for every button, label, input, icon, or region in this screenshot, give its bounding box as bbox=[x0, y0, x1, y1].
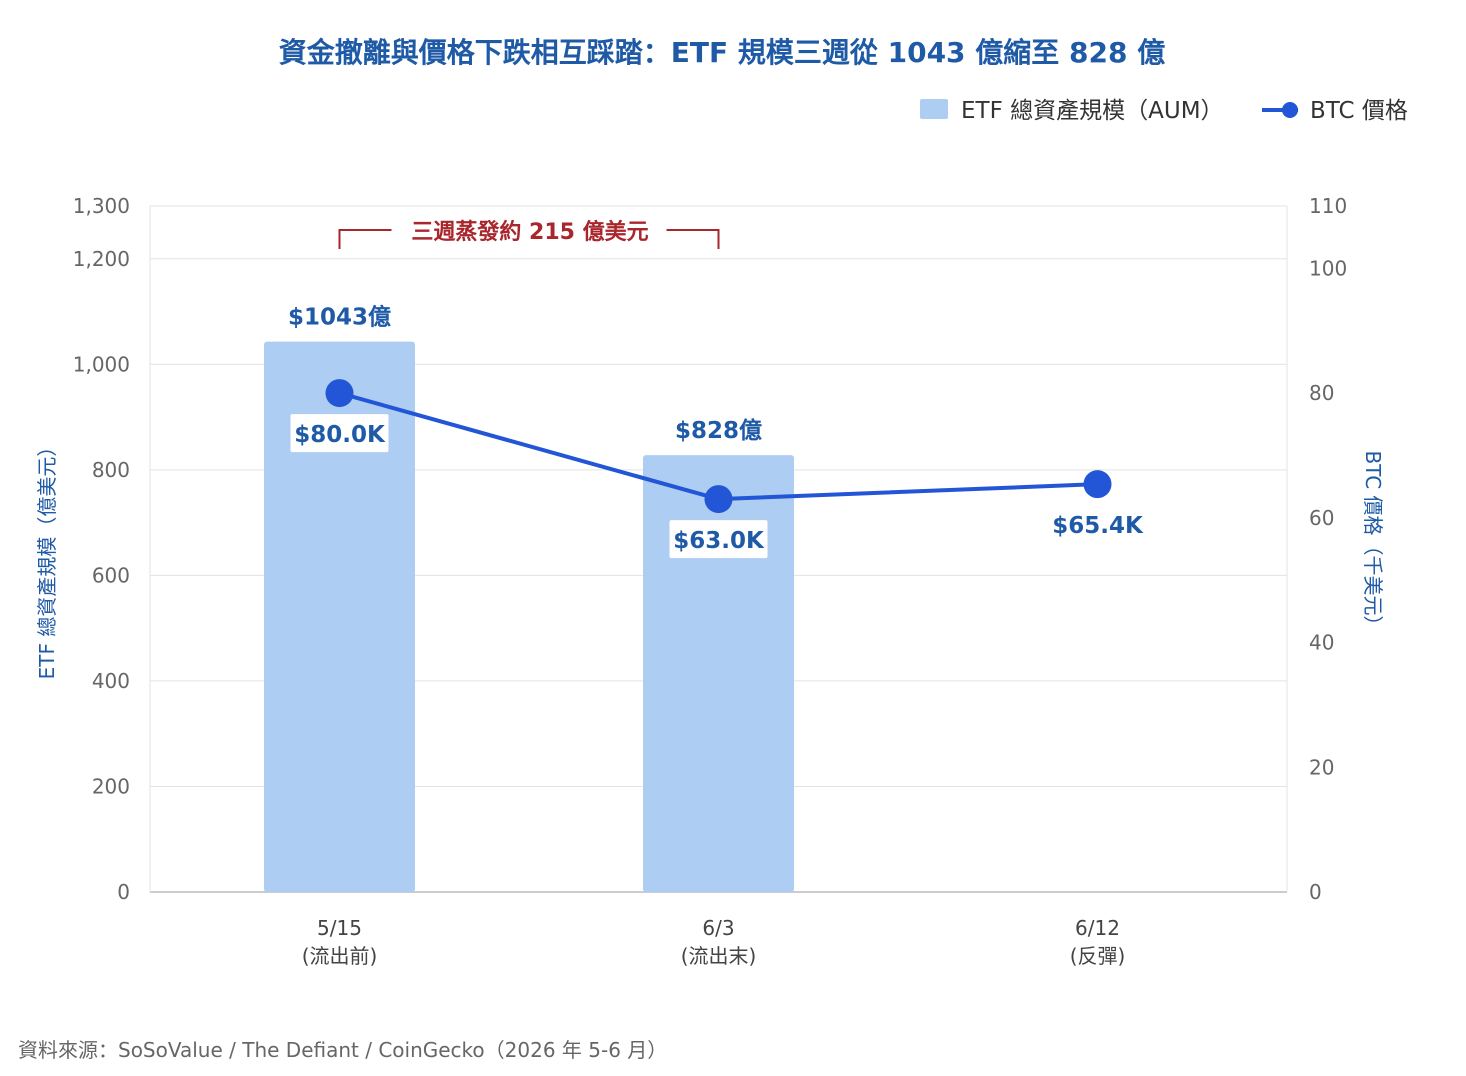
annotation-text: 三週蒸發約 215 億美元 bbox=[411, 219, 648, 245]
btc-point-label: $65.4K bbox=[1052, 513, 1144, 539]
annotation-bracket-line bbox=[338, 229, 720, 249]
legend-label-etf-aum: ETF 總資產規模（AUM） bbox=[961, 98, 1224, 124]
bar-value-label: $1043億 bbox=[288, 304, 391, 331]
x-category-label: (流出前) bbox=[302, 944, 378, 968]
y-axis-right-ticks: 0 20 40 60 80 100 110 bbox=[1309, 194, 1347, 904]
legend-marker-btc bbox=[1282, 102, 1298, 118]
x-category-label: 6/3 bbox=[702, 916, 734, 940]
btc-point-label: $80.0K bbox=[294, 422, 386, 448]
x-axis-labels: 5/15 (流出前) 6/3 (流出末) 6/12 (反彈) bbox=[302, 916, 1126, 968]
y-right-tick-label: 80 bbox=[1309, 381, 1334, 405]
y-left-tick-label: 1,300 bbox=[73, 194, 130, 218]
x-category-label: (流出末) bbox=[681, 944, 757, 968]
y-left-tick-label: 800 bbox=[92, 458, 130, 482]
x-category-label: 6/12 bbox=[1075, 916, 1120, 940]
point-label-bg bbox=[669, 520, 768, 559]
y-right-tick-label: 20 bbox=[1309, 755, 1334, 779]
btc-point bbox=[1083, 470, 1112, 499]
bar-series-etf-aum bbox=[264, 341, 794, 892]
chart-title: 資金撤離與價格下跌相互踩踏：ETF 規模三週從 1043 億縮至 828 億 bbox=[279, 36, 1165, 69]
bar bbox=[643, 455, 794, 892]
y-right-tick-label: 60 bbox=[1309, 506, 1334, 530]
bar-labels: $1043億 $828億 bbox=[288, 304, 762, 444]
y-axis-left-title: ETF 總資產規模（億美元） bbox=[35, 437, 59, 680]
y-right-tick-label: 110 bbox=[1309, 194, 1347, 218]
legend-label-btc: BTC 價格 bbox=[1310, 98, 1408, 124]
y-left-tick-label: 1,200 bbox=[73, 247, 130, 271]
y-left-tick-label: 400 bbox=[92, 669, 130, 693]
y-left-tick-label: 0 bbox=[117, 880, 130, 904]
bar bbox=[264, 341, 415, 892]
source-note: 資料來源：SoSoValue / The Defiant / CoinGecko… bbox=[18, 1038, 667, 1062]
annotation-bracket: 三週蒸發約 215 億美元 bbox=[338, 219, 720, 249]
y-right-tick-label: 0 bbox=[1309, 880, 1322, 904]
y-left-tick-label: 600 bbox=[92, 563, 130, 587]
y-axis-left-ticks: 0 200 400 600 800 1,000 1,200 1,300 bbox=[73, 194, 130, 904]
y-right-tick-label: 40 bbox=[1309, 631, 1334, 655]
y-axis-right-title: BTC 價格（千美元） bbox=[1361, 450, 1385, 635]
x-category-label: 5/15 bbox=[317, 916, 362, 940]
legend: ETF 總資產規模（AUM） BTC 價格 bbox=[920, 98, 1408, 124]
y-right-tick-label: 100 bbox=[1309, 256, 1347, 280]
x-category-label: (反彈) bbox=[1070, 944, 1126, 968]
y-left-tick-label: 1,000 bbox=[73, 352, 130, 376]
legend-swatch-etf-aum bbox=[920, 99, 948, 119]
bar-value-label: $828億 bbox=[675, 417, 762, 444]
btc-point bbox=[325, 379, 354, 408]
btc-point bbox=[704, 485, 733, 514]
btc-point-label: $63.0K bbox=[673, 528, 765, 554]
line-series-btc bbox=[325, 379, 1112, 514]
point-label-bg bbox=[290, 414, 389, 453]
point-labels: $80.0K $63.0K $65.4K bbox=[290, 414, 1144, 559]
y-left-tick-label: 200 bbox=[92, 774, 130, 798]
